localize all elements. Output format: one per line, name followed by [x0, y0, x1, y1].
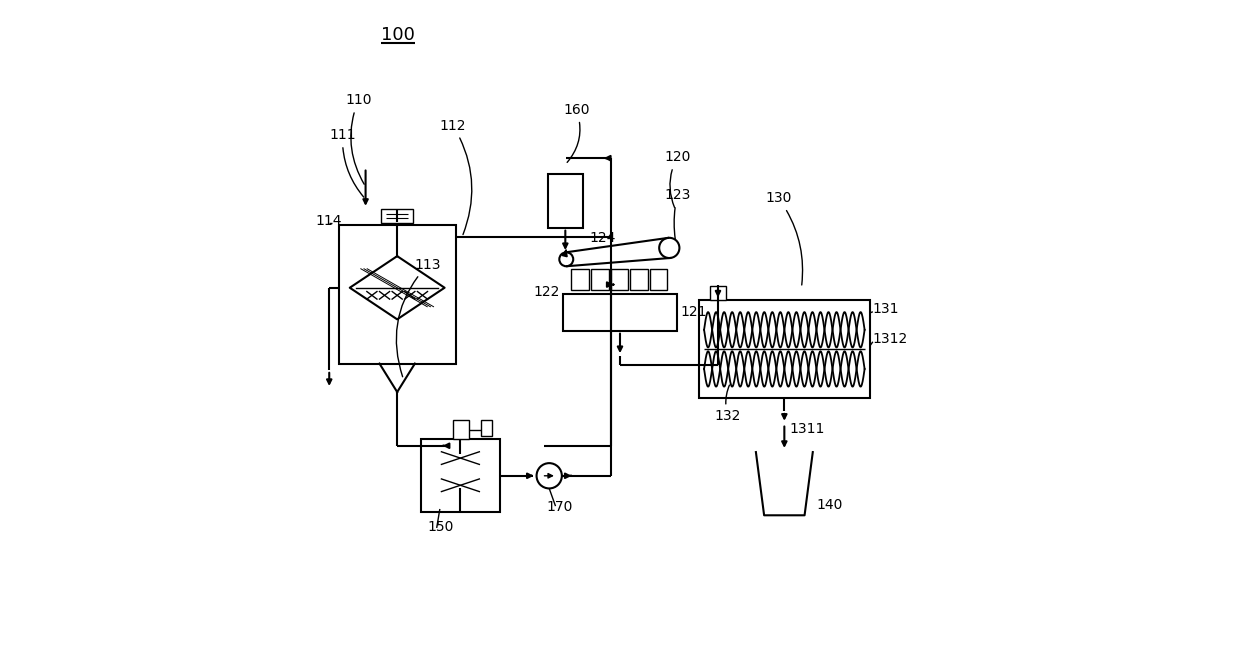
Text: 112: 112 — [440, 119, 472, 235]
Bar — [650, 270, 667, 290]
Bar — [481, 421, 492, 436]
Text: 160: 160 — [563, 103, 589, 163]
Text: 130: 130 — [765, 192, 802, 285]
Text: 132: 132 — [714, 385, 742, 424]
Bar — [563, 294, 677, 331]
Bar — [420, 439, 500, 512]
Bar — [453, 421, 469, 439]
Text: 170: 170 — [546, 499, 573, 513]
Bar — [548, 174, 583, 228]
Bar — [339, 224, 455, 364]
Bar — [610, 270, 629, 290]
Text: 113: 113 — [397, 258, 441, 377]
Text: 121: 121 — [680, 305, 707, 319]
Text: 122: 122 — [533, 285, 560, 299]
Text: 114: 114 — [315, 213, 342, 228]
Text: 110: 110 — [345, 94, 372, 184]
Bar — [630, 270, 647, 290]
Bar — [382, 210, 413, 223]
Text: 124: 124 — [589, 231, 615, 244]
Bar — [711, 286, 725, 301]
Text: 140: 140 — [816, 498, 842, 512]
Text: 131: 131 — [873, 302, 899, 316]
Text: 1311: 1311 — [790, 422, 825, 436]
Text: 1312: 1312 — [873, 332, 908, 346]
Text: 123: 123 — [665, 188, 691, 239]
Text: 150: 150 — [428, 520, 454, 534]
Text: 111: 111 — [330, 128, 363, 197]
Bar — [591, 270, 609, 290]
Text: 100: 100 — [381, 26, 414, 44]
Text: 120: 120 — [665, 150, 691, 208]
Bar — [572, 270, 589, 290]
Bar — [699, 301, 869, 399]
